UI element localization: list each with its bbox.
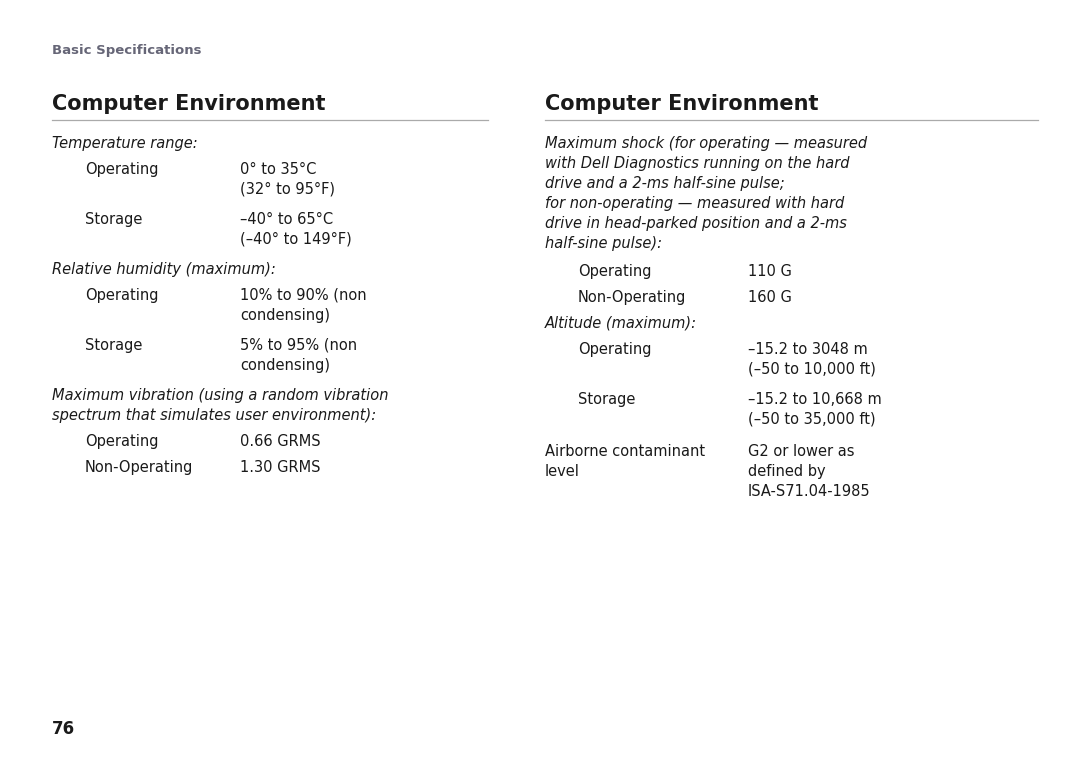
Text: Non-Operating: Non-Operating <box>85 460 193 475</box>
Text: (32° to 95°F): (32° to 95°F) <box>240 182 335 197</box>
Text: for non-operating — measured with hard: for non-operating — measured with hard <box>545 196 845 211</box>
Text: 1.30 GRMS: 1.30 GRMS <box>240 460 321 475</box>
Text: Relative humidity (maximum):: Relative humidity (maximum): <box>52 262 275 277</box>
Text: 10% to 90% (non: 10% to 90% (non <box>240 288 366 303</box>
Text: Non-Operating: Non-Operating <box>578 290 687 305</box>
Text: Storage: Storage <box>85 212 143 227</box>
Text: condensing): condensing) <box>240 308 330 323</box>
Text: Computer Environment: Computer Environment <box>52 94 325 114</box>
Text: 110 G: 110 G <box>748 264 792 279</box>
Text: Operating: Operating <box>85 288 159 303</box>
Text: (–50 to 35,000 ft): (–50 to 35,000 ft) <box>748 412 876 427</box>
Text: defined by: defined by <box>748 464 825 479</box>
Text: Basic Specifications: Basic Specifications <box>52 44 202 57</box>
Text: 0.66 GRMS: 0.66 GRMS <box>240 434 321 449</box>
Text: 160 G: 160 G <box>748 290 792 305</box>
Text: (–40° to 149°F): (–40° to 149°F) <box>240 232 352 247</box>
Text: (–50 to 10,000 ft): (–50 to 10,000 ft) <box>748 362 876 377</box>
Text: Airborne contaminant: Airborne contaminant <box>545 444 705 459</box>
Text: drive and a 2-ms half-sine pulse;: drive and a 2-ms half-sine pulse; <box>545 176 785 191</box>
Text: Temperature range:: Temperature range: <box>52 136 198 151</box>
Text: level: level <box>545 464 580 479</box>
Text: G2 or lower as: G2 or lower as <box>748 444 854 459</box>
Text: –40° to 65°C: –40° to 65°C <box>240 212 333 227</box>
Text: 5% to 95% (non: 5% to 95% (non <box>240 338 357 353</box>
Text: half-sine pulse):: half-sine pulse): <box>545 236 662 251</box>
Text: condensing): condensing) <box>240 358 330 373</box>
Text: Maximum vibration (using a random vibration: Maximum vibration (using a random vibrat… <box>52 388 389 403</box>
Text: Altitude (maximum):: Altitude (maximum): <box>545 316 697 331</box>
Text: Operating: Operating <box>578 264 651 279</box>
Text: drive in head-parked position and a 2-ms: drive in head-parked position and a 2-ms <box>545 216 847 231</box>
Text: Storage: Storage <box>85 338 143 353</box>
Text: Operating: Operating <box>578 342 651 357</box>
Text: Storage: Storage <box>578 392 635 407</box>
Text: with Dell Diagnostics running on the hard: with Dell Diagnostics running on the har… <box>545 156 850 171</box>
Text: Operating: Operating <box>85 434 159 449</box>
Text: Maximum shock (for operating — measured: Maximum shock (for operating — measured <box>545 136 867 151</box>
Text: 76: 76 <box>52 720 76 738</box>
Text: 0° to 35°C: 0° to 35°C <box>240 162 316 177</box>
Text: ISA-S71.04-1985: ISA-S71.04-1985 <box>748 484 870 499</box>
Text: Operating: Operating <box>85 162 159 177</box>
Text: spectrum that simulates user environment):: spectrum that simulates user environment… <box>52 408 376 423</box>
Text: –15.2 to 3048 m: –15.2 to 3048 m <box>748 342 867 357</box>
Text: –15.2 to 10,668 m: –15.2 to 10,668 m <box>748 392 881 407</box>
Text: Computer Environment: Computer Environment <box>545 94 819 114</box>
